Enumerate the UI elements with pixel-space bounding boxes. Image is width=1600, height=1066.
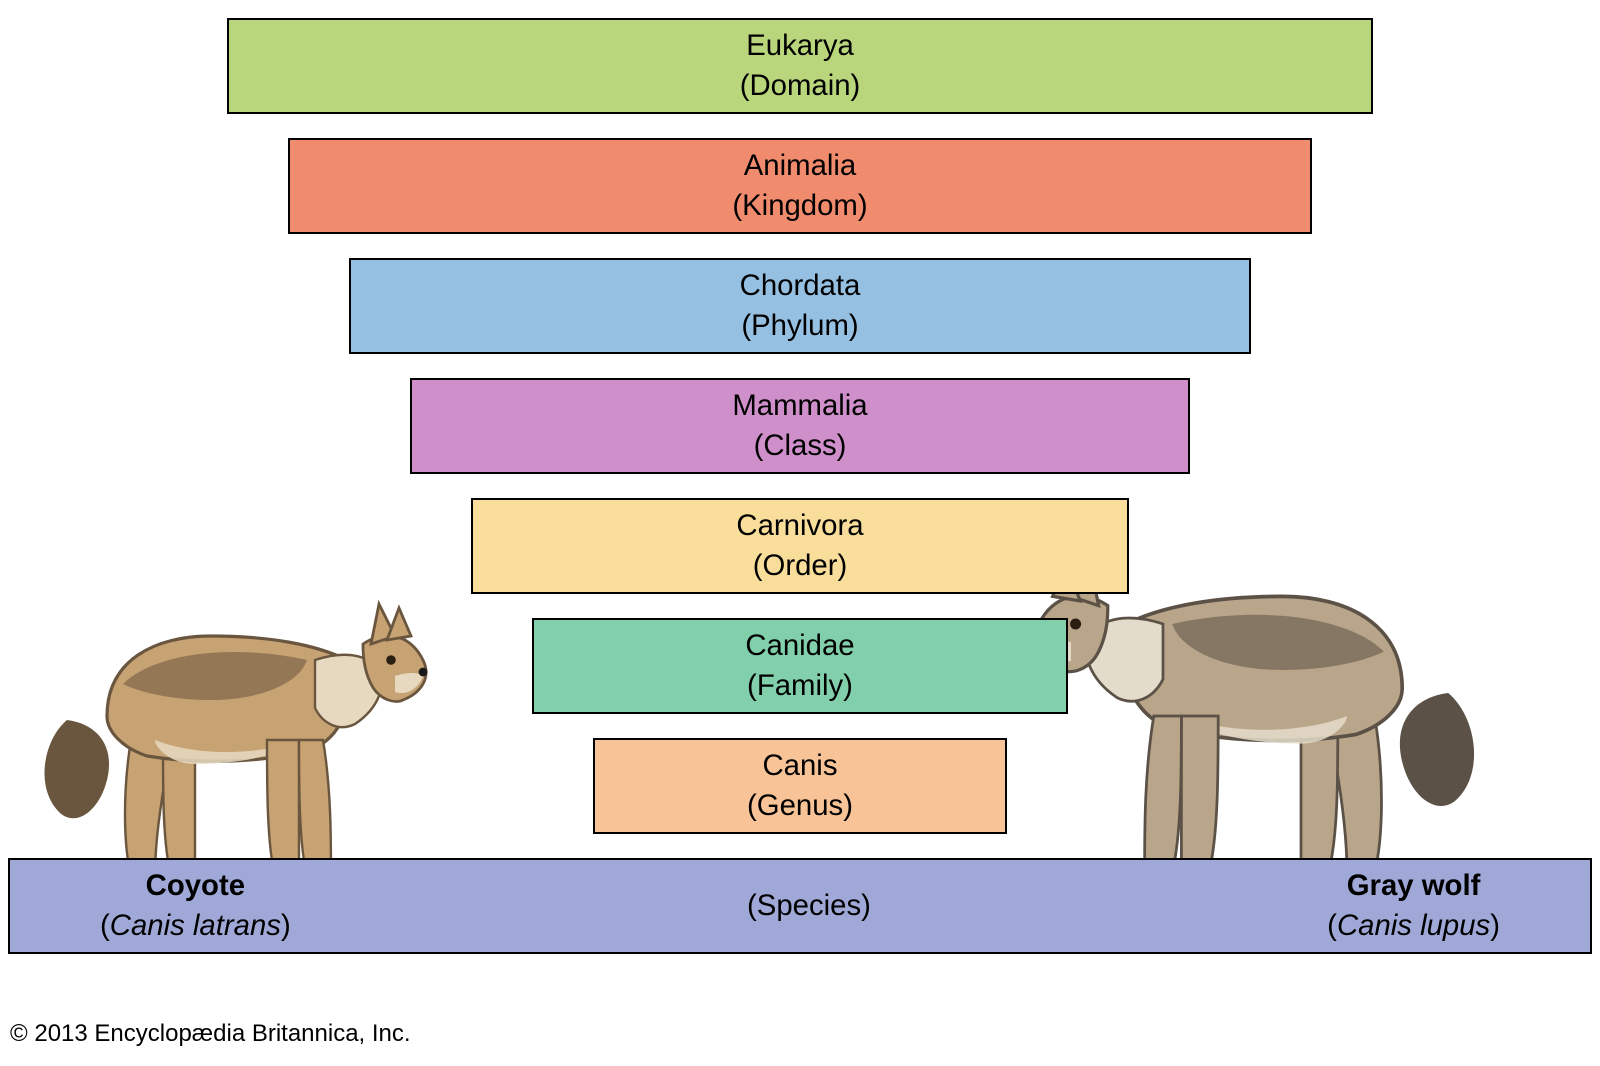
species-left-common: Coyote bbox=[100, 866, 291, 906]
species-right-common: Gray wolf bbox=[1327, 866, 1500, 906]
taxo-rank: (Class) bbox=[754, 426, 847, 466]
taxo-rank: (Order) bbox=[753, 546, 848, 586]
taxo-name: Canis bbox=[763, 746, 838, 786]
taxo-box-kingdom: Animalia(Kingdom) bbox=[288, 138, 1312, 234]
taxo-name: Mammalia bbox=[732, 386, 867, 426]
taxo-name: Animalia bbox=[744, 146, 856, 186]
species-right: Gray wolf (Canis lupus) bbox=[1327, 866, 1500, 945]
taxo-name: Carnivora bbox=[736, 506, 863, 546]
taxo-name: Canidae bbox=[745, 626, 854, 666]
taxo-rank: (Genus) bbox=[747, 786, 853, 826]
coyote-illustration bbox=[20, 500, 450, 900]
species-rank: (Species) bbox=[747, 889, 871, 923]
species-left: Coyote (Canis latrans) bbox=[100, 866, 291, 945]
taxonomy-diagram: Eukarya(Domain) Animalia(Kingdom) Chordata… bbox=[0, 0, 1600, 1066]
taxo-box-genus: Canis(Genus) bbox=[593, 738, 1007, 834]
taxo-rank: (Family) bbox=[747, 666, 853, 706]
taxo-box-phylum: Chordata(Phylum) bbox=[349, 258, 1251, 354]
taxo-name: Chordata bbox=[740, 266, 861, 306]
taxo-name: Eukarya bbox=[746, 26, 854, 66]
taxo-rank: (Domain) bbox=[740, 66, 861, 106]
copyright-text: © 2013 Encyclopædia Britannica, Inc. bbox=[10, 1020, 411, 1048]
species-right-sci: (Canis lupus) bbox=[1327, 906, 1500, 946]
taxo-box-class: Mammalia(Class) bbox=[410, 378, 1190, 474]
taxo-rank: (Phylum) bbox=[741, 306, 858, 346]
taxo-box-order: Carnivora(Order) bbox=[471, 498, 1129, 594]
taxo-box-domain: Eukarya(Domain) bbox=[227, 18, 1373, 114]
species-left-sci: (Canis latrans) bbox=[100, 906, 291, 946]
taxo-box-family: Canidae(Family) bbox=[532, 618, 1068, 714]
taxo-box-species: Coyote (Canis latrans) (Species) Gray wo… bbox=[8, 858, 1592, 954]
taxo-rank: (Kingdom) bbox=[732, 186, 867, 226]
